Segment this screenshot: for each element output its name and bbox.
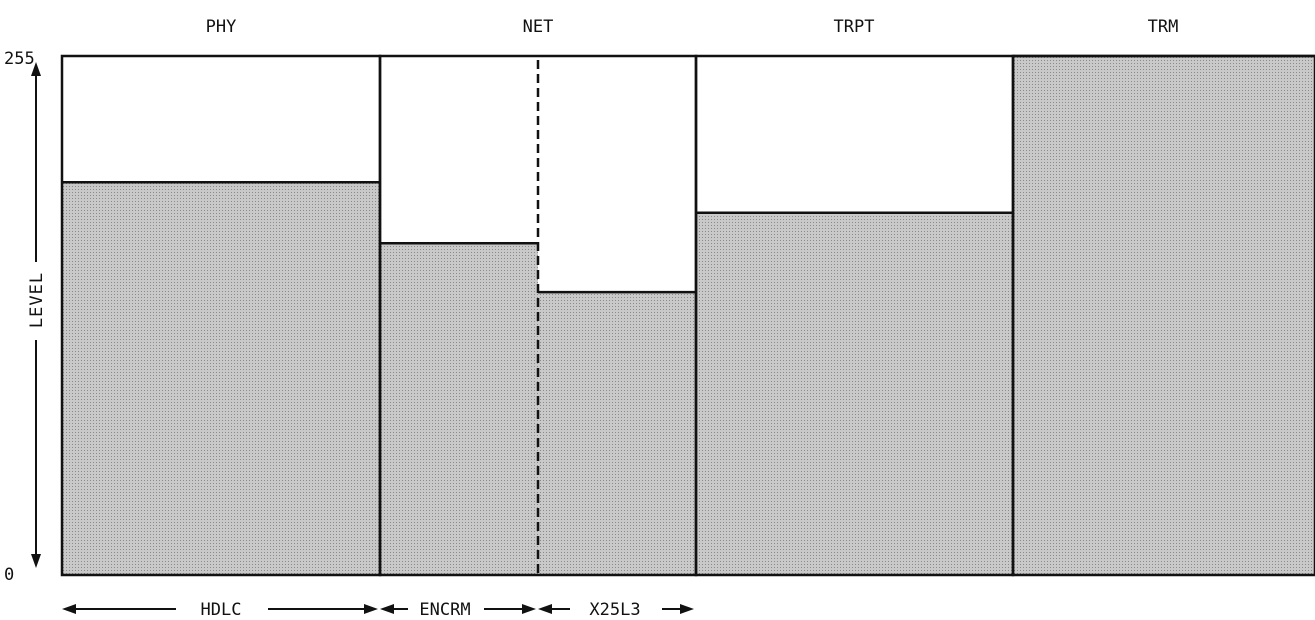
bar-trm [1013,56,1315,575]
span-hdlc-arrowhead-right [364,604,378,614]
column-label-net: NET [523,17,554,37]
bars [62,54,1315,575]
span-encrm-arrowhead-right [522,604,536,614]
y-tick-label-min: 0 [4,565,14,585]
bar-x25l3 [538,292,696,575]
y-axis-arrowhead-up [31,62,41,76]
y-axis-label: LEVEL [27,272,47,328]
bar-hdlc [62,182,380,575]
span-x25l3-arrowhead-right [680,604,694,614]
span-label-hdlc: HDLC [201,600,242,620]
column-labels: PHY NET TRPT TRM [206,17,1179,37]
y-tick-label-max: 255 [4,49,35,69]
bar-trpt [696,212,1013,575]
column-label-trpt: TRPT [834,17,875,37]
span-annotations: HDLC ENCRM X25L3 [62,600,694,620]
span-label-x25l3: X25L3 [589,600,640,620]
span-hdlc-arrowhead-left [62,604,76,614]
column-label-phy: PHY [206,17,237,37]
column-frame-trm [1011,54,1315,577]
y-axis: 255 0 LEVEL [4,49,47,585]
y-axis-arrowhead-down [31,554,41,568]
column-label-trm: TRM [1148,17,1179,37]
column-frames [60,54,1315,577]
span-label-encrm: ENCRM [419,600,470,620]
bar-encrm [380,243,538,575]
